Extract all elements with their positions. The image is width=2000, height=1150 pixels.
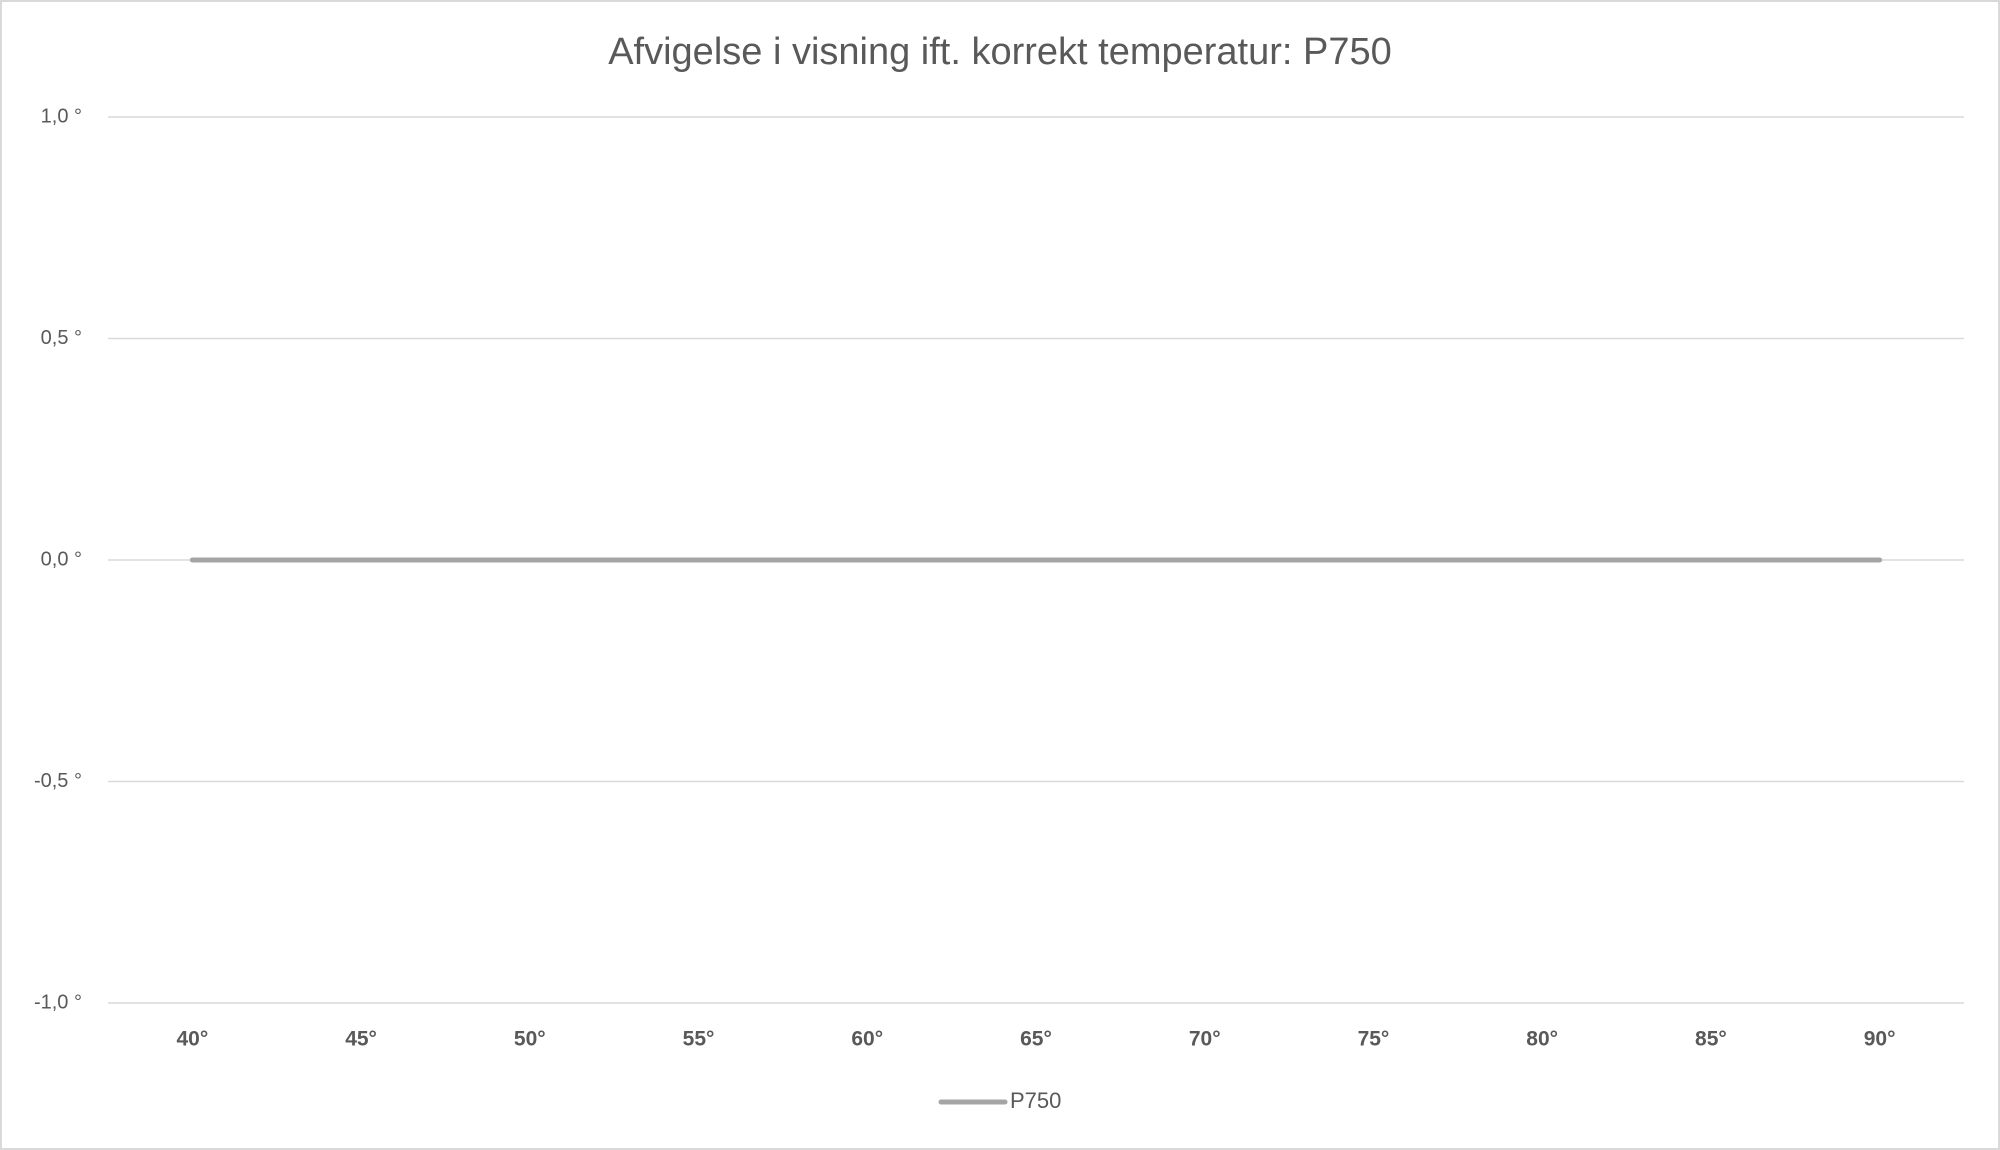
chart-title: Afvigelse i visning ift. korrekt tempera… — [608, 31, 1392, 73]
x-tick-label: 65° — [1020, 1028, 1052, 1051]
y-tick-label: 0,5 ° — [41, 327, 82, 349]
x-tick-label: 40° — [176, 1028, 208, 1051]
x-tick-label: 60° — [851, 1028, 883, 1051]
legend-label: P750 — [1010, 1088, 1061, 1113]
x-tick-label: 45° — [345, 1028, 377, 1051]
y-tick-label: 1,0 ° — [41, 105, 82, 127]
y-tick-label: -1,0 ° — [34, 991, 82, 1013]
x-tick-label: 70° — [1189, 1028, 1221, 1051]
x-tick-label: 75° — [1358, 1028, 1390, 1051]
x-tick-label: 80° — [1526, 1028, 1558, 1051]
y-tick-label: -0,5 ° — [34, 770, 82, 792]
y-tick-label: 0,0 ° — [41, 548, 82, 570]
x-tick-label: 50° — [514, 1028, 546, 1051]
x-tick-label: 90° — [1864, 1028, 1896, 1051]
x-tick-label: 55° — [683, 1028, 715, 1051]
x-tick-label: 85° — [1695, 1028, 1727, 1051]
